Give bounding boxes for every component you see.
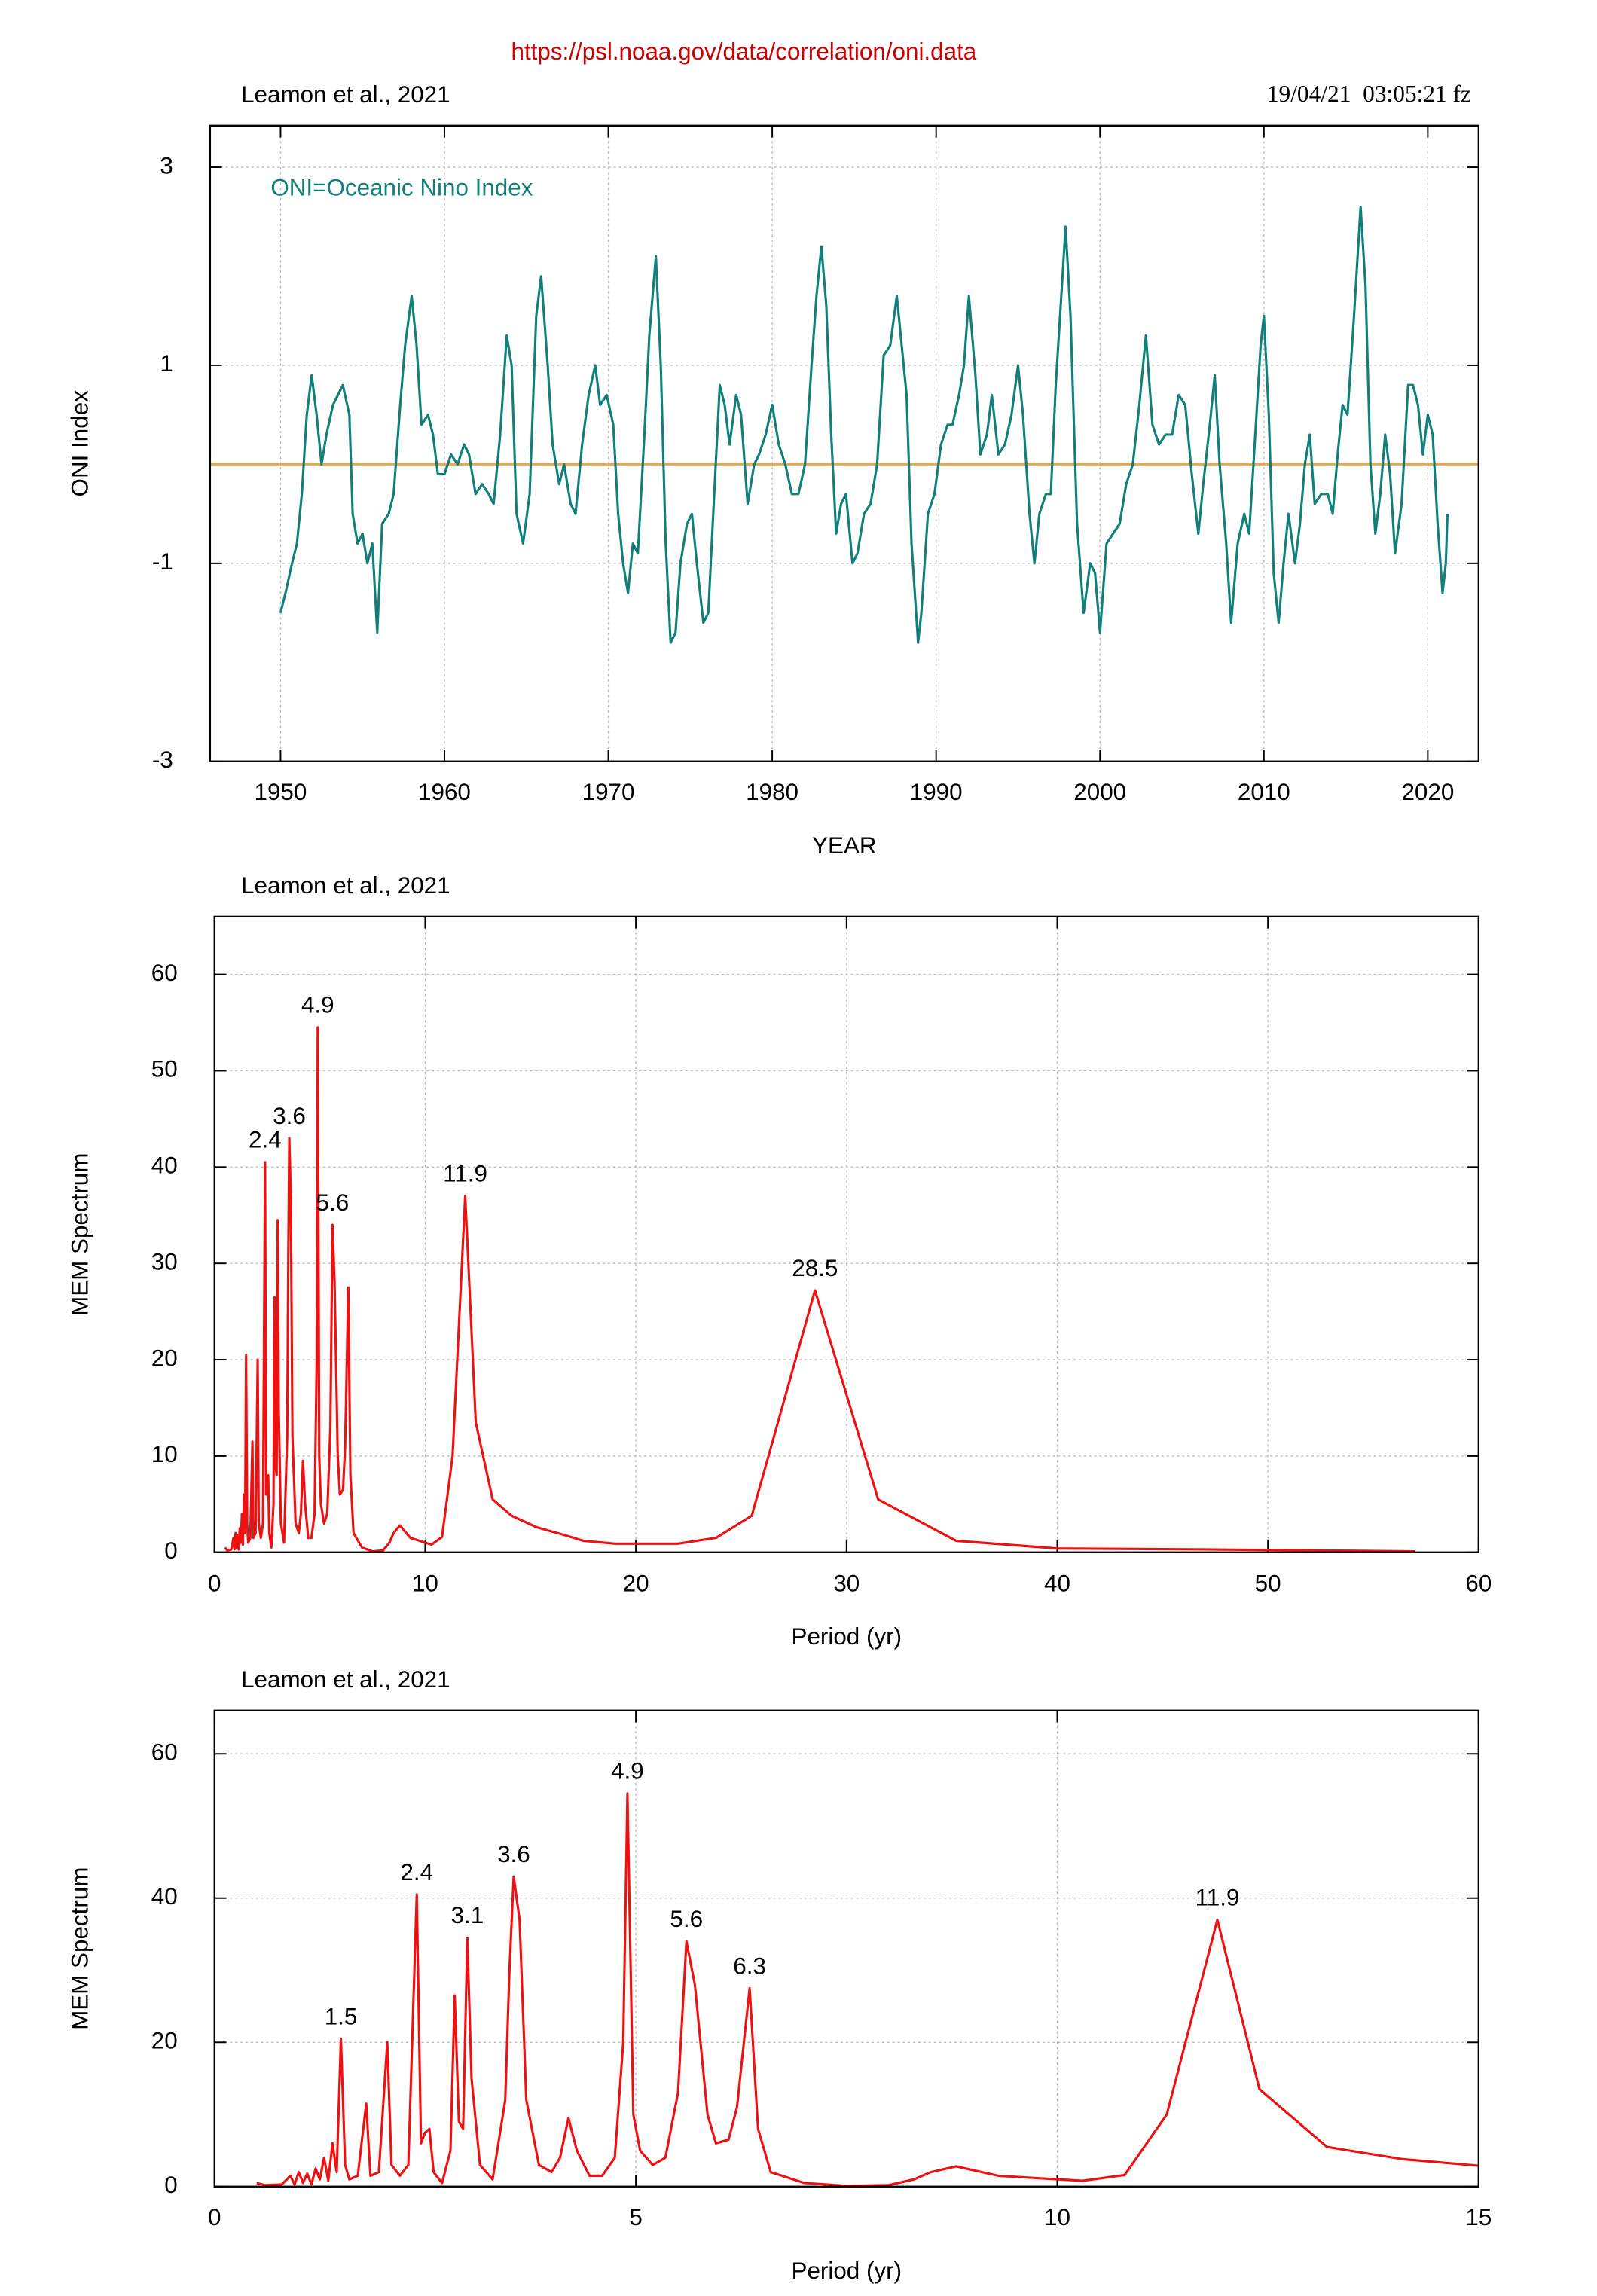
y-tick-label: 3 — [160, 152, 173, 179]
y-tick-label: 50 — [151, 1056, 178, 1082]
y-tick-label: 1 — [160, 350, 173, 377]
x-tick-label: 50 — [1255, 1570, 1281, 1596]
x-tick-label: 20 — [623, 1570, 649, 1596]
y-tick-label: -3 — [152, 747, 173, 773]
x-axis-label: Period (yr) — [792, 1623, 902, 1650]
peak-label: 6.3 — [733, 1953, 766, 1979]
x-tick-label: 30 — [833, 1570, 860, 1596]
x-axis-label: Period (yr) — [792, 2258, 902, 2284]
y-axis-label: MEM Spectrum — [66, 1153, 93, 1316]
peak-label: 3.6 — [273, 1103, 306, 1129]
x-tick-label: 10 — [1044, 2204, 1070, 2230]
plot-frame — [213, 1709, 1479, 2188]
plot-frame — [209, 124, 1479, 762]
peak-label: 3.6 — [497, 1841, 530, 1867]
x-tick-label: 2000 — [1073, 779, 1126, 805]
chart-title: Leamon et al., 2021 — [241, 1666, 450, 1693]
x-tick-label: 40 — [1044, 1570, 1070, 1596]
peak-label: 28.5 — [792, 1255, 838, 1281]
peak-label: 2.4 — [249, 1127, 282, 1153]
y-tick-label: 0 — [164, 2172, 177, 2198]
x-tick-label: 10 — [412, 1570, 438, 1596]
x-tick-label: 5 — [629, 2204, 642, 2230]
y-tick-label: 40 — [151, 1153, 178, 1179]
timestamp: 19/04/21 03:05:21 fz — [1267, 81, 1471, 107]
peak-label: 11.9 — [1195, 1884, 1240, 1910]
x-tick-label: 0 — [208, 2204, 221, 2230]
chart-title: Leamon et al., 2021 — [241, 872, 450, 899]
y-tick-label: 20 — [151, 1345, 178, 1371]
y-axis-label: MEM Spectrum — [66, 1867, 93, 2030]
y-tick-label: 20 — [151, 2028, 178, 2054]
y-tick-label: 0 — [164, 1537, 177, 1564]
peak-label: 11.9 — [443, 1160, 487, 1186]
x-tick-label: 60 — [1465, 1570, 1492, 1596]
x-tick-label: 2010 — [1238, 779, 1290, 805]
x-tick-label: 1950 — [254, 779, 307, 805]
y-tick-label: -1 — [152, 548, 173, 575]
x-tick-label: 1980 — [746, 779, 798, 805]
x-tick-label: 15 — [1465, 2204, 1492, 2230]
peak-label: 1.5 — [325, 2003, 358, 2029]
source-url: https://psl.noaa.gov/data/correlation/on… — [511, 38, 976, 65]
x-tick-label: 2020 — [1401, 779, 1454, 805]
y-axis-label: ONI Index — [66, 390, 93, 497]
x-tick-label: 1990 — [910, 779, 963, 805]
peak-label: 4.9 — [611, 1758, 644, 1785]
peak-label: 3.1 — [451, 1902, 484, 1928]
x-tick-label: 1970 — [582, 779, 635, 805]
data-line — [279, 206, 1449, 644]
y-tick-label: 60 — [151, 1739, 178, 1766]
y-tick-label: 60 — [151, 960, 178, 986]
y-tick-label: 10 — [151, 1441, 178, 1467]
peak-label: 5.6 — [316, 1189, 350, 1216]
x-tick-label: 0 — [208, 1570, 221, 1596]
legend-entry: ONI=Oceanic Nino Index — [270, 175, 533, 201]
peak-label: 2.4 — [400, 1859, 433, 1885]
chart-title: Leamon et al., 2021 — [241, 81, 450, 108]
data-line — [224, 1026, 1415, 1553]
x-axis-label: YEAR — [812, 832, 876, 859]
peak-label: 4.9 — [301, 992, 334, 1018]
plot-frame — [213, 915, 1479, 1553]
peak-label: 5.6 — [670, 1906, 703, 1932]
x-tick-label: 1960 — [418, 779, 471, 805]
y-tick-label: 40 — [151, 1883, 178, 1910]
y-tick-label: 30 — [151, 1248, 178, 1275]
